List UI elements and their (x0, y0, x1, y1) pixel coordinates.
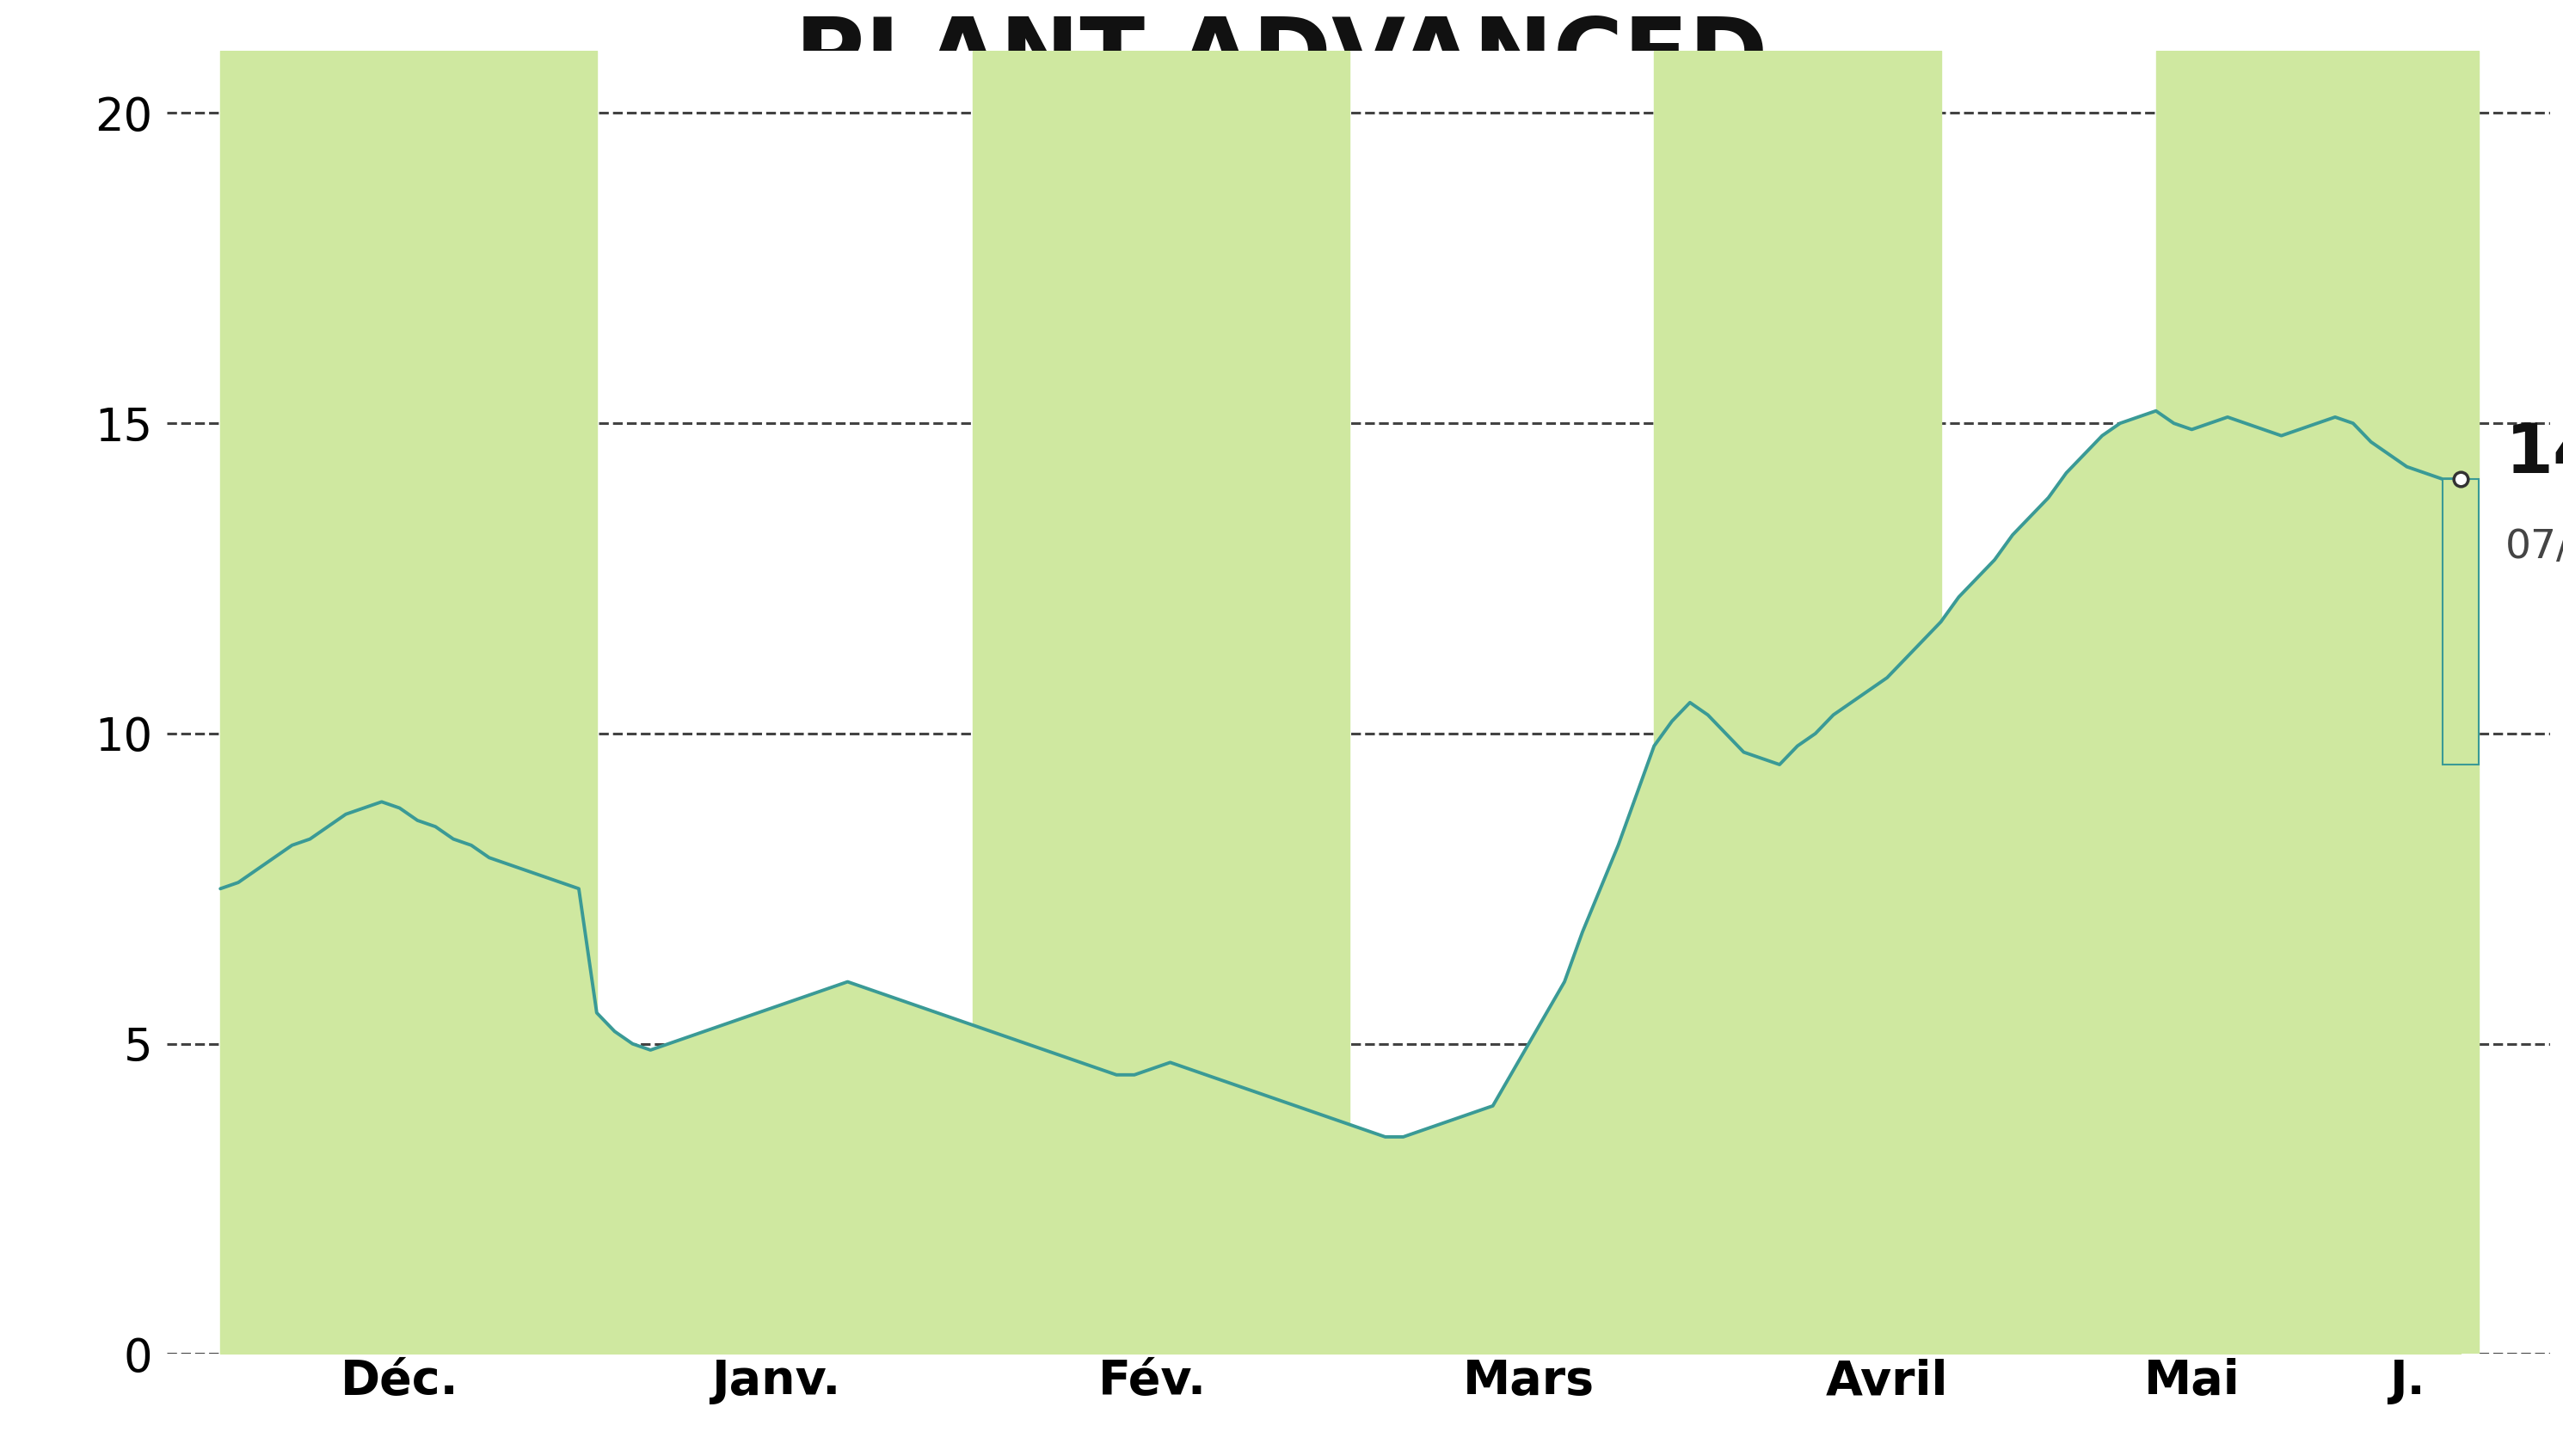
Text: 07/06: 07/06 (2507, 529, 2563, 566)
Bar (974, 51, 1351, 1354)
Bar (2155, 51, 2478, 1354)
Bar (2443, 479, 2478, 764)
Text: PLANT ADVANCED: PLANT ADVANCED (795, 13, 1768, 106)
Bar (220, 51, 597, 1354)
Text: 14,10: 14,10 (2507, 421, 2563, 488)
Bar (1653, 51, 1940, 1354)
